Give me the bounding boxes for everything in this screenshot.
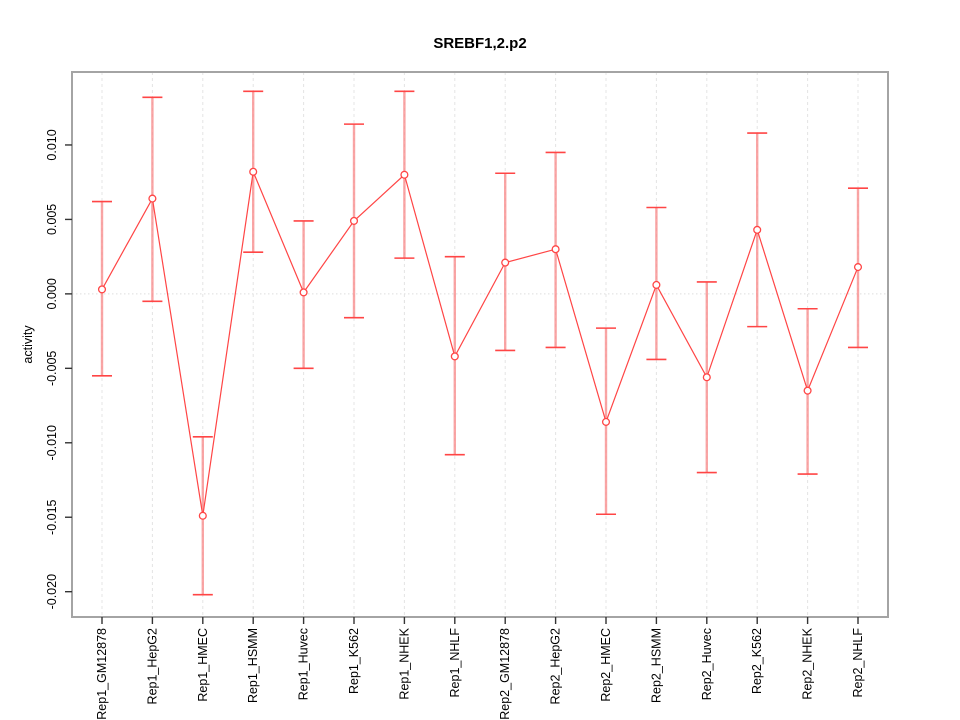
data-point xyxy=(551,245,560,254)
data-points xyxy=(97,167,863,520)
x-tick-label: Rep1_HMEC xyxy=(196,628,210,702)
x-tick-label: Rep1_NHLF xyxy=(448,628,462,698)
error-bars xyxy=(92,90,868,596)
data-point xyxy=(198,511,207,520)
data-point xyxy=(400,170,409,179)
x-tick-label: Rep2_NHLF xyxy=(851,628,865,698)
data-point xyxy=(702,373,711,382)
x-tick-label: Rep2_Huvec xyxy=(700,628,714,700)
y-tick-label: -0.015 xyxy=(45,499,59,534)
x-tick-label: Rep1_K562 xyxy=(347,628,361,694)
data-point xyxy=(299,288,308,297)
data-point xyxy=(803,386,812,395)
y-axis-label: activity xyxy=(21,325,35,364)
data-point xyxy=(349,216,359,225)
x-tick-label: Rep1_GM12878 xyxy=(95,628,109,720)
x-tick-label: Rep1_HSMM xyxy=(246,628,260,703)
y-tick-label: 0.005 xyxy=(45,204,59,235)
x-tick-label: Rep2_GM12878 xyxy=(498,628,512,720)
x-tick-label: Rep1_NHEK xyxy=(397,627,411,699)
data-point xyxy=(148,194,157,203)
series-line xyxy=(101,169,859,516)
data-point xyxy=(601,417,611,426)
x-tick-label: Rep2_HSMM xyxy=(649,628,663,703)
data-point xyxy=(450,352,459,361)
x-tick-label: Rep2_NHEK xyxy=(801,627,815,699)
data-point xyxy=(249,167,258,176)
x-tick-label: Rep1_Huvec xyxy=(297,628,311,700)
y-tick-label: -0.020 xyxy=(45,574,59,609)
x-axis: Rep1_GM12878 Rep1_HepG2 Rep1_HMEC Rep1_HSMM… xyxy=(95,617,865,720)
data-point xyxy=(97,285,107,294)
x-tick-label: Rep2_HMEC xyxy=(599,628,613,702)
data-point xyxy=(853,263,863,272)
y-tick-label: 0.000 xyxy=(45,278,59,309)
data-point xyxy=(753,225,762,234)
y-tick-label: 0.010 xyxy=(45,129,59,160)
plot-border xyxy=(71,71,889,618)
y-tick-label: -0.010 xyxy=(45,425,59,460)
x-tick-label: Rep1_HepG2 xyxy=(145,628,159,704)
x-tick-label: Rep2_HepG2 xyxy=(549,628,563,704)
x-tick-label: Rep2_K562 xyxy=(750,628,764,694)
y-axis: 0.010 0.005 0.000 -0.005 -0.010 -0.015 -0.020 xyxy=(45,129,72,609)
data-point xyxy=(501,258,510,267)
chart-title: SREBF1,2.p2 xyxy=(433,35,526,52)
y-tick-label: -0.005 xyxy=(45,351,59,386)
gridlines xyxy=(72,72,888,617)
data-point xyxy=(652,280,661,289)
